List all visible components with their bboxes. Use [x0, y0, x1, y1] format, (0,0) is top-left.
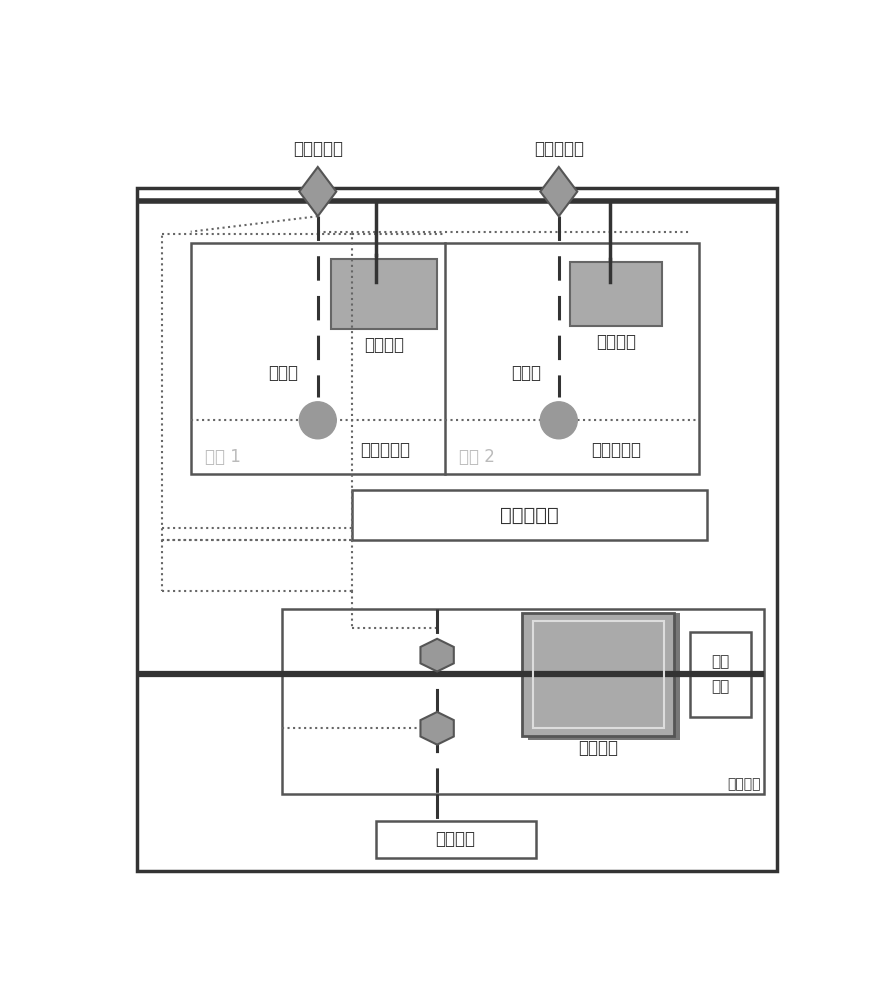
Text: 感烟探测器: 感烟探测器 — [591, 441, 641, 459]
Polygon shape — [420, 639, 454, 672]
FancyBboxPatch shape — [522, 613, 674, 736]
Text: 多台水泵: 多台水泵 — [578, 739, 618, 757]
Text: 消防控制室: 消防控制室 — [500, 506, 559, 525]
Text: 空调机房: 空调机房 — [727, 777, 761, 791]
Text: 噴淤头: 噴淤头 — [511, 364, 541, 382]
Circle shape — [300, 402, 336, 439]
FancyBboxPatch shape — [191, 243, 699, 474]
Text: 噴淤头: 噴淤头 — [268, 364, 298, 382]
FancyBboxPatch shape — [690, 632, 751, 717]
FancyBboxPatch shape — [352, 490, 706, 540]
Text: 三通电磁阀: 三通电磁阀 — [293, 140, 343, 158]
Polygon shape — [541, 167, 577, 216]
Text: 房间 1: 房间 1 — [204, 448, 241, 466]
FancyBboxPatch shape — [570, 262, 662, 326]
FancyBboxPatch shape — [282, 609, 764, 794]
FancyBboxPatch shape — [376, 821, 536, 858]
Circle shape — [541, 402, 577, 439]
Text: 消防泵房: 消防泵房 — [435, 830, 475, 848]
Polygon shape — [300, 167, 336, 216]
Text: 风机盘管: 风机盘管 — [364, 336, 404, 354]
Text: 三通电磁阀: 三通电磁阀 — [533, 140, 583, 158]
Text: 感烟探测器: 感烟探测器 — [360, 441, 410, 459]
Text: 空调
主机: 空调 主机 — [711, 655, 730, 694]
FancyBboxPatch shape — [331, 259, 437, 329]
Polygon shape — [420, 712, 454, 745]
Text: 房间 2: 房间 2 — [458, 448, 494, 466]
Text: 风机盘管: 风机盘管 — [596, 333, 636, 351]
FancyBboxPatch shape — [528, 613, 681, 740]
